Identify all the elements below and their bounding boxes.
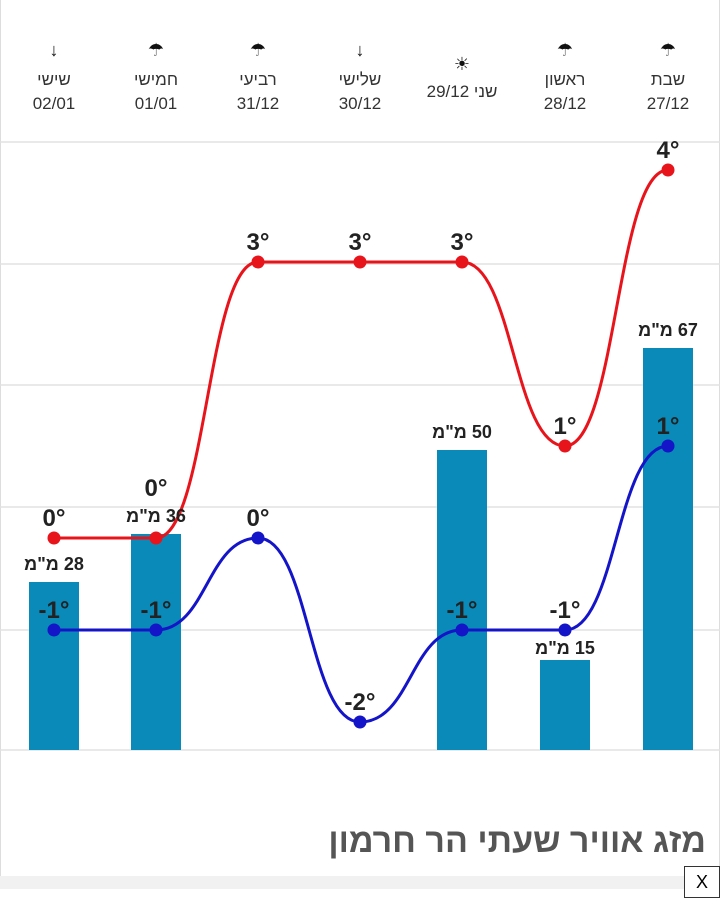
day-date: 01/01 bbox=[134, 94, 178, 113]
low-temp-label: -1° bbox=[447, 597, 478, 624]
rain-cloud-icon: ☂ bbox=[556, 40, 574, 60]
precip-label: 28 מ"מ bbox=[24, 554, 84, 574]
sun-icon: ☀ bbox=[453, 54, 471, 74]
low-temp-label: 1° bbox=[657, 413, 680, 440]
low-temp-point bbox=[353, 715, 367, 729]
page-title: מזג אוויר שעתי הר חרמון bbox=[328, 822, 706, 860]
low-temp-point bbox=[251, 531, 265, 545]
bottom-bar bbox=[0, 876, 720, 889]
precip-label: 50 מ"מ bbox=[432, 422, 492, 442]
high-temp-point bbox=[353, 255, 367, 269]
day-column: ☀ שני שני 29/12 bbox=[412, 36, 512, 102]
day-column: ☂ חמישי 01/01 bbox=[106, 36, 206, 114]
day-column: ☂ שבת 27/12 bbox=[618, 36, 718, 114]
rain-cloud-icon: ☂ bbox=[249, 40, 267, 60]
high-temp-label: 1° bbox=[554, 413, 577, 440]
low-temp-point bbox=[558, 623, 572, 637]
high-temp-point bbox=[47, 531, 61, 545]
low-temp-point bbox=[661, 439, 675, 453]
arrow-down-icon: ↓ bbox=[49, 40, 59, 60]
precip-bar bbox=[131, 534, 181, 750]
high-temp-label: 3° bbox=[349, 229, 372, 256]
day-name: שלישי bbox=[338, 70, 382, 89]
day-date: 31/12 bbox=[236, 94, 280, 113]
high-temp-label: 0° bbox=[43, 505, 66, 532]
high-temp-point bbox=[149, 531, 163, 545]
day-date: שני 29/12 bbox=[426, 82, 498, 101]
low-temp-label: -1° bbox=[39, 597, 70, 624]
high-temp-point bbox=[558, 439, 572, 453]
high-temp-label: 3° bbox=[451, 229, 474, 256]
rain-cloud-icon: ☂ bbox=[147, 40, 165, 60]
precip-bar bbox=[643, 348, 693, 750]
day-name: ראשון bbox=[544, 70, 586, 89]
day-column: ☂ ראשון 28/12 bbox=[515, 36, 615, 114]
day-name: רביעי bbox=[239, 70, 277, 89]
low-temp-label: -1° bbox=[550, 597, 581, 624]
day-column: ↓ שישי 02/01 bbox=[4, 36, 104, 114]
day-date: 30/12 bbox=[338, 94, 382, 113]
low-temp-label: 0° bbox=[247, 505, 270, 532]
close-button[interactable]: X bbox=[684, 866, 720, 898]
low-temp-point bbox=[455, 623, 469, 637]
high-temp-label: 0° bbox=[145, 475, 168, 502]
day-name: שבת bbox=[650, 70, 686, 89]
arrow-down-icon: ↓ bbox=[355, 40, 365, 60]
day-name: שישי bbox=[37, 70, 71, 89]
day-date: 02/01 bbox=[32, 94, 76, 113]
rain-cloud-icon: ☂ bbox=[659, 40, 677, 60]
high-temp-point bbox=[661, 163, 675, 177]
low-temp-point bbox=[149, 623, 163, 637]
high-temp-label: 3° bbox=[247, 229, 270, 256]
high-temp-point bbox=[251, 255, 265, 269]
temperature-precipitation-chart: 0° 0° 3° 3° 3° 1° 4° -1° -1° 0° -2° -1° -1° 1° 28 מ"מ 3… bbox=[0, 137, 720, 751]
precip-bar bbox=[540, 660, 590, 750]
low-temp-point bbox=[47, 623, 61, 637]
day-date: 27/12 bbox=[646, 94, 690, 113]
high-temp-point bbox=[455, 255, 469, 269]
day-column: ☂ רביעי 31/12 bbox=[208, 36, 308, 114]
precip-label: 15 מ"מ bbox=[535, 638, 595, 658]
low-temp-label: -2° bbox=[345, 689, 376, 716]
precip-bar bbox=[437, 450, 487, 750]
precip-label: 67 מ"מ bbox=[638, 320, 698, 340]
precip-label: 36 מ"מ bbox=[126, 506, 186, 526]
high-temp-label: 4° bbox=[657, 137, 680, 164]
precip-bar bbox=[29, 582, 79, 750]
low-temp-label: -1° bbox=[141, 597, 172, 624]
day-name: חמישי bbox=[133, 70, 179, 89]
high-temp-line bbox=[54, 168, 669, 540]
day-date: 28/12 bbox=[543, 94, 587, 113]
day-column: ↓ שלישי 30/12 bbox=[310, 36, 410, 114]
